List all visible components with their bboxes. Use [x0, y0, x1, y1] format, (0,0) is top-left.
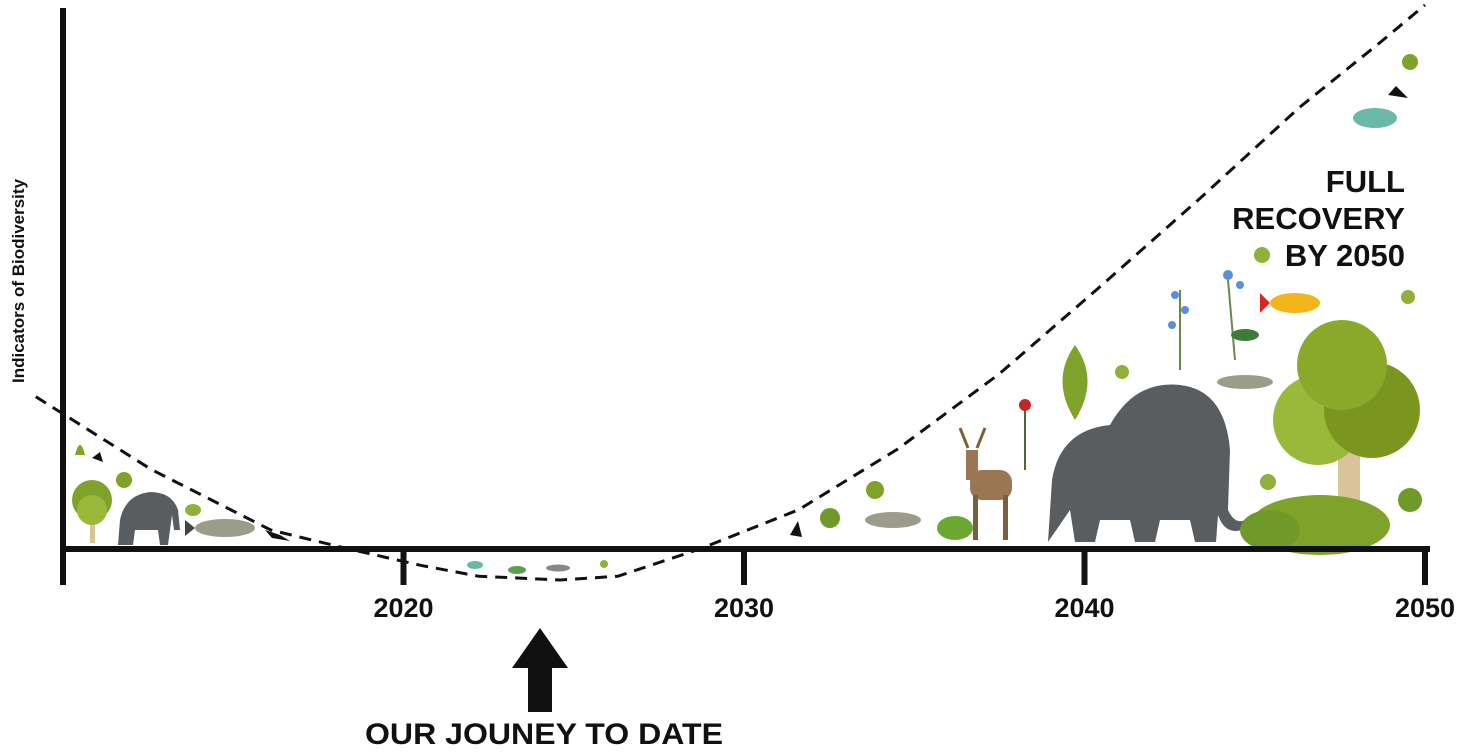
x-tick-label: 2040	[1054, 593, 1114, 623]
recovery-label: RECOVERY	[1232, 201, 1405, 236]
illustrations	[72, 54, 1422, 574]
x-tick-label: 2030	[714, 593, 774, 623]
recovery-label: BY 2050	[1285, 238, 1405, 273]
x-tick-label: 2050	[1395, 593, 1455, 623]
journey-arrow	[512, 628, 568, 712]
x-tick-label: 2020	[373, 593, 433, 623]
chart: Indicators of Biodiversity OUR JOUNEY TO…	[0, 0, 1477, 753]
page: Indicators of Biodiversity OUR JOUNEY TO…	[0, 0, 1477, 753]
journey-label: OUR JOUNEY TO DATE	[365, 718, 723, 751]
recovery-label: FULL	[1326, 164, 1405, 199]
y-axis-label: Indicators of Biodiversity	[9, 178, 28, 383]
